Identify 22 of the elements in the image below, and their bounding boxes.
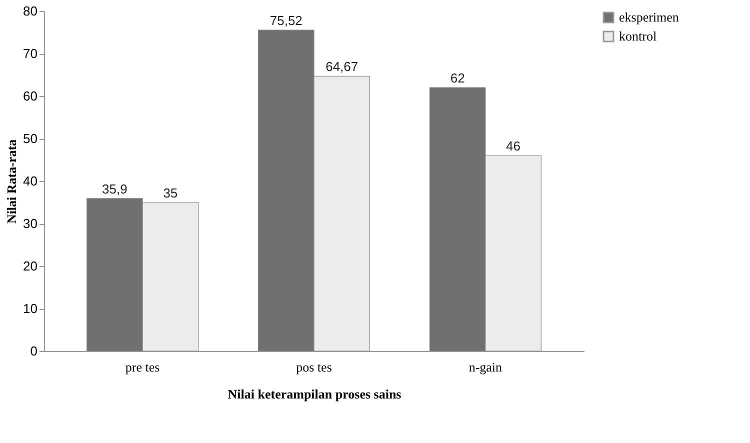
data-label: 35: [163, 185, 178, 200]
x-tick-label: pre tes: [125, 360, 160, 374]
x-axis-title: Nilai keterampilan proses sains: [228, 386, 402, 402]
data-label: 35,9: [102, 181, 128, 196]
y-tick-label: 0: [30, 344, 38, 358]
y-tick-label: 80: [23, 4, 38, 18]
y-tick-label: 10: [23, 301, 38, 316]
data-label: 62: [450, 70, 465, 86]
y-tick-label: 20: [23, 258, 38, 274]
data-label: 46: [506, 138, 521, 154]
data-label: 75,52: [270, 13, 302, 28]
legend-label: kontrol: [619, 28, 657, 44]
legend-label: eksperimen: [619, 10, 680, 24]
x-tick-label: n-gain: [468, 360, 503, 374]
x-tick-label: pos tes: [296, 360, 332, 374]
y-tick-label: 50: [23, 131, 38, 146]
y-tick-label: 70: [23, 46, 38, 61]
y-tick-label: 40: [23, 174, 38, 188]
y-axis-title: Nilai Rata-rata: [4, 138, 20, 224]
y-tick-label: 30: [23, 216, 38, 231]
data-label: 64,67: [326, 59, 358, 74]
y-tick-label: 60: [23, 88, 38, 104]
